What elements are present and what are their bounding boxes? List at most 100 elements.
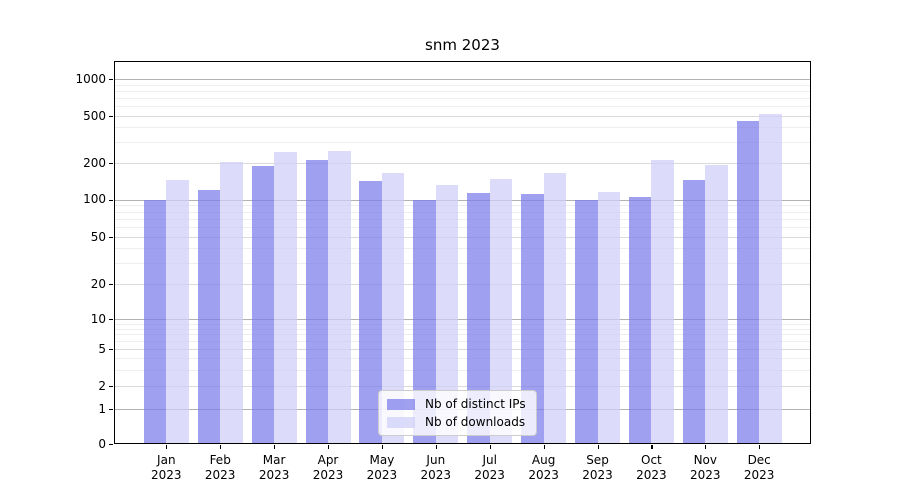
bar-downloads-jan bbox=[166, 179, 189, 444]
bar-downloads-jul bbox=[489, 179, 513, 444]
x-tick-label-sep: Sep 2023 bbox=[582, 453, 613, 482]
x-tick-label-mar: Mar 2023 bbox=[258, 453, 290, 482]
x-tick-mark-sep bbox=[597, 444, 599, 449]
x-tick-label-may: May 2023 bbox=[366, 453, 398, 482]
gridline-200 bbox=[114, 163, 811, 164]
gridline-7 bbox=[114, 334, 811, 336]
gridline-9 bbox=[114, 323, 811, 325]
gridline-3 bbox=[114, 369, 811, 371]
y-tick-label-50: 50 bbox=[90, 229, 106, 244]
x-tick-label-oct: Oct 2023 bbox=[636, 453, 667, 482]
x-tick-mark-mar bbox=[274, 444, 276, 449]
gridline-40 bbox=[114, 248, 811, 250]
y-tick-mark-200 bbox=[109, 163, 113, 165]
gridline-1000 bbox=[114, 79, 811, 80]
gridline-800 bbox=[114, 90, 811, 92]
bar-distinct-ips-aug bbox=[521, 194, 544, 444]
bar-downloads-jun bbox=[435, 185, 459, 444]
y-tick-label-500: 500 bbox=[83, 108, 106, 123]
bar-downloads-nov bbox=[705, 164, 728, 444]
x-tick-label-dec: Dec 2023 bbox=[743, 453, 775, 482]
bar-distinct-ips-mar bbox=[251, 165, 275, 444]
legend-label-distinct-ips: Nb of distinct IPs bbox=[425, 397, 526, 411]
x-tick-label-aug: Aug 2023 bbox=[528, 453, 559, 482]
y-tick-mark-5 bbox=[109, 349, 113, 351]
bar-distinct-ips-jun bbox=[413, 199, 436, 444]
x-tick-mark-jan bbox=[166, 444, 168, 449]
gridline-4 bbox=[114, 358, 811, 359]
gridline-10 bbox=[114, 319, 811, 320]
bar-downloads-may bbox=[381, 172, 405, 444]
x-tick-mark-apr bbox=[328, 444, 330, 449]
y-tick-mark-50 bbox=[109, 237, 113, 239]
bar-distinct-ips-dec bbox=[736, 120, 760, 444]
bar-distinct-ips-sep bbox=[575, 199, 598, 444]
x-tick-label-feb: Feb 2023 bbox=[204, 453, 236, 482]
gridline-900 bbox=[114, 84, 811, 86]
legend: Nb of distinct IPs Nb of downloads bbox=[378, 390, 537, 436]
gridline-5 bbox=[114, 349, 811, 350]
gridline-6 bbox=[114, 341, 811, 343]
x-tick-label-jun: Jun 2023 bbox=[420, 453, 452, 482]
gridline-400 bbox=[114, 127, 811, 129]
legend-swatch-downloads bbox=[387, 416, 415, 428]
gridline-20 bbox=[114, 284, 811, 285]
x-tick-mark-dec bbox=[759, 444, 761, 449]
gridline-60 bbox=[114, 227, 811, 229]
gridline-600 bbox=[114, 106, 811, 108]
plot-area: Nb of distinct IPs Nb of downloads bbox=[114, 61, 811, 444]
y-tick-mark-10 bbox=[109, 319, 113, 321]
y-tick-mark-2 bbox=[109, 386, 113, 388]
x-tick-mark-aug bbox=[543, 444, 545, 449]
bar-downloads-apr bbox=[328, 150, 351, 444]
x-tick-label-jul: Jul 2023 bbox=[474, 453, 505, 482]
bar-distinct-ips-feb bbox=[197, 189, 221, 444]
bar-distinct-ips-nov bbox=[682, 179, 706, 444]
legend-item-distinct-ips: Nb of distinct IPs bbox=[387, 397, 526, 411]
y-tick-mark-1000 bbox=[109, 79, 113, 81]
x-tick-mark-may bbox=[381, 444, 384, 449]
gridline-70 bbox=[114, 218, 811, 220]
x-tick-mark-jul bbox=[489, 444, 491, 449]
gridline-700 bbox=[114, 98, 811, 100]
x-tick-label-apr: Apr 2023 bbox=[312, 453, 344, 482]
y-tick-mark-20 bbox=[109, 284, 113, 286]
y-tick-mark-1 bbox=[109, 409, 113, 411]
gridline-50 bbox=[114, 237, 811, 238]
bar-downloads-sep bbox=[597, 192, 620, 444]
legend-item-downloads: Nb of downloads bbox=[387, 415, 526, 429]
y-tick-mark-0 bbox=[109, 444, 113, 446]
gridline-300 bbox=[114, 142, 811, 144]
bar-downloads-aug bbox=[543, 173, 567, 444]
y-tick-mark-500 bbox=[109, 116, 113, 118]
bar-distinct-ips-oct bbox=[628, 196, 652, 444]
gridline-100 bbox=[114, 199, 811, 201]
y-tick-label-0: 0 bbox=[98, 436, 106, 451]
y-tick-label-20: 20 bbox=[90, 276, 106, 291]
y-tick-label-10: 10 bbox=[90, 311, 106, 326]
gridline-80 bbox=[114, 211, 811, 213]
gridline-90 bbox=[114, 205, 811, 207]
x-tick-mark-oct bbox=[651, 444, 653, 449]
bar-distinct-ips-jul bbox=[467, 193, 490, 444]
x-tick-label-nov: Nov 2023 bbox=[690, 453, 721, 482]
y-tick-label-5: 5 bbox=[98, 341, 106, 356]
bar-distinct-ips-apr bbox=[305, 160, 328, 444]
y-tick-label-100: 100 bbox=[83, 192, 106, 206]
y-tick-mark-100 bbox=[109, 199, 113, 201]
chart-title: snm 2023 bbox=[425, 36, 500, 54]
legend-swatch-distinct-ips bbox=[387, 398, 415, 410]
gridline-8 bbox=[114, 328, 811, 330]
gridline-30 bbox=[114, 263, 811, 265]
y-tick-label-200: 200 bbox=[83, 155, 106, 170]
y-tick-label-2: 2 bbox=[98, 378, 106, 393]
bar-downloads-oct bbox=[651, 160, 674, 444]
bar-downloads-mar bbox=[274, 151, 297, 444]
bar-downloads-feb bbox=[220, 162, 243, 444]
gridline-2 bbox=[114, 386, 811, 387]
legend-label-downloads: Nb of downloads bbox=[425, 415, 526, 429]
x-tick-label-jan: Jan 2023 bbox=[151, 453, 182, 482]
x-tick-mark-nov bbox=[705, 444, 707, 449]
bar-downloads-dec bbox=[759, 113, 782, 444]
